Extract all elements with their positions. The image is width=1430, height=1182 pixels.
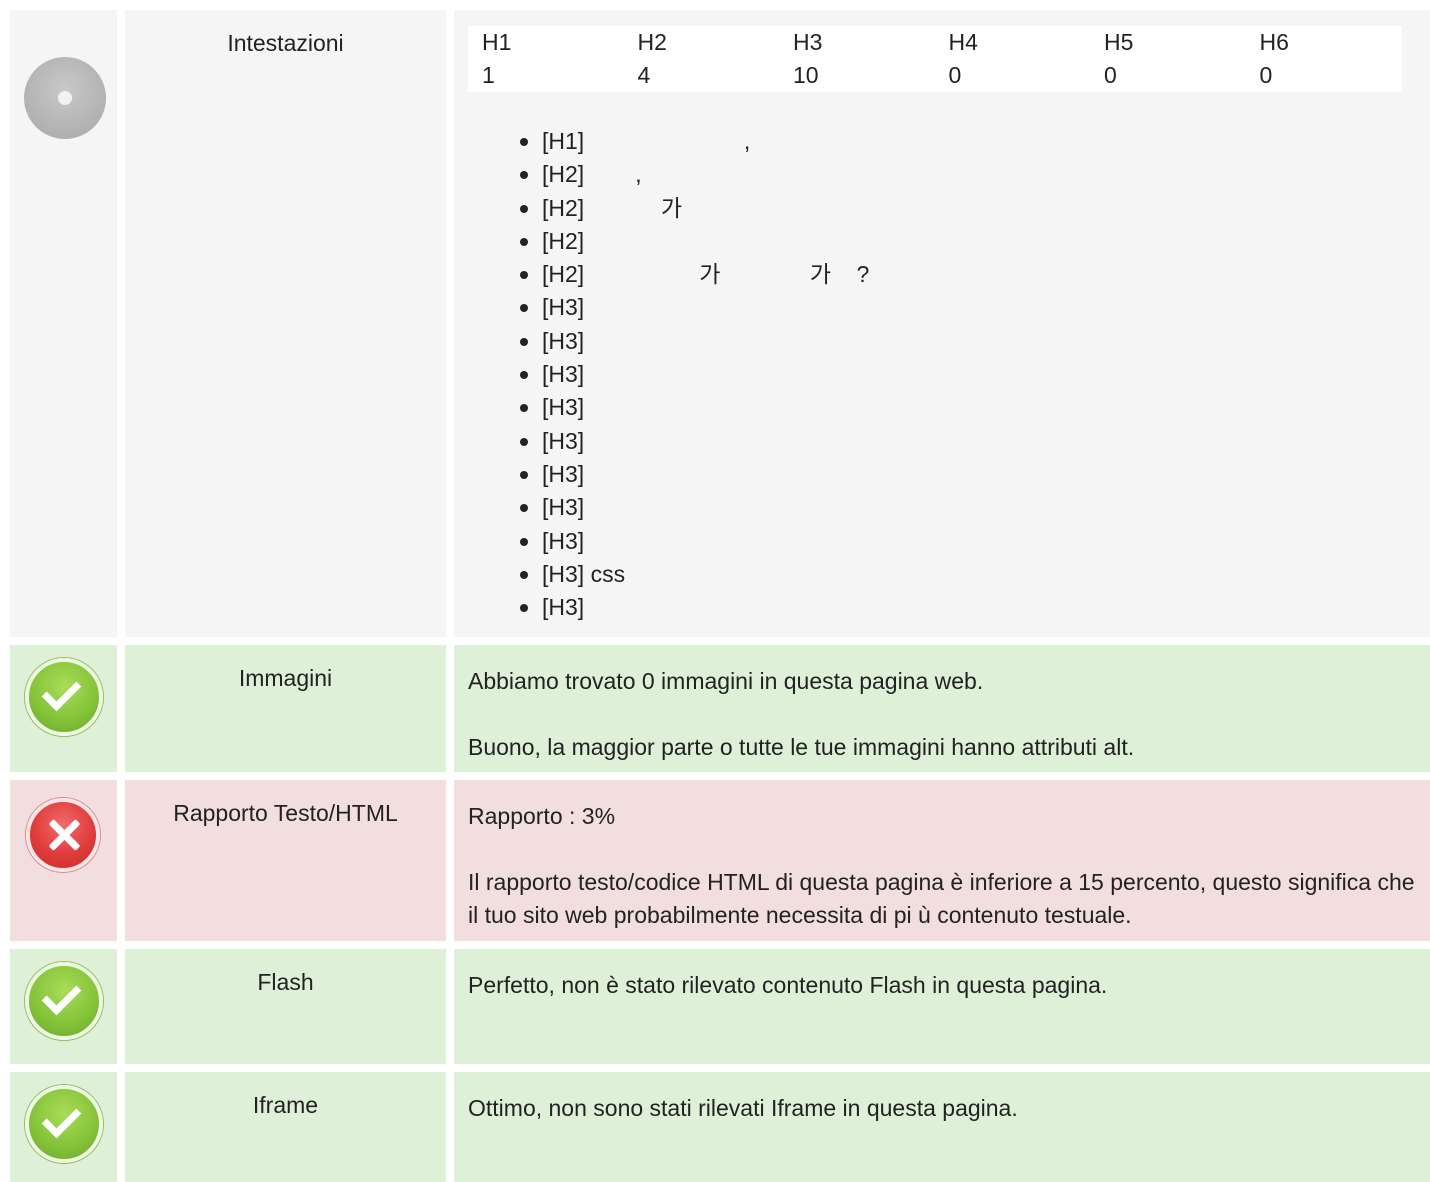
heading-h2-count: 4	[638, 59, 794, 92]
heading-item-text: [H1] ,	[542, 128, 750, 154]
heading-item-text: [H3]	[542, 428, 584, 454]
headings-label: Intestazioni	[125, 10, 446, 57]
list-item: [H2] ,	[542, 158, 1430, 191]
ratio-description-text: Il rapporto testo/codice HTML di questa …	[468, 866, 1416, 932]
list-item: [H2] 가 가 ?	[542, 258, 1430, 291]
check-icon	[25, 1085, 103, 1163]
flash-result-text: Perfetto, non è stato rilevato contenuto…	[468, 969, 1416, 1002]
iframe-status-cell	[10, 1072, 117, 1182]
flash-label-cell: Flash	[125, 949, 446, 1064]
heading-h6-count: 0	[1260, 59, 1416, 92]
heading-h5-count: 0	[1104, 59, 1260, 92]
list-item: [H3]	[542, 358, 1430, 391]
list-item: [H2] 가	[542, 192, 1430, 225]
neutral-dot-icon	[24, 57, 106, 139]
heading-h6-header: H6	[1260, 26, 1416, 59]
list-item: [H3]	[542, 591, 1430, 624]
images-alt-text: Buono, la maggior parte o tutte le tue i…	[468, 731, 1416, 764]
heading-h4-header: H4	[949, 26, 1105, 59]
heading-h3-count: 10	[793, 59, 949, 92]
heading-item-text: [H2] ,	[542, 161, 642, 187]
flash-row: Flash Perfetto, non è stato rilevato con…	[10, 949, 1430, 1064]
list-item: [H2]	[542, 225, 1430, 258]
list-item: [H3]	[542, 491, 1430, 524]
heading-h2-header: H2	[638, 26, 794, 59]
headings-count-table: H1 H2 H3 H4 H5 H6 1 4 10 0 0 0	[468, 26, 1402, 92]
images-label-cell: Immagini	[125, 645, 446, 772]
heading-item-text: [H3]	[542, 361, 584, 387]
ratio-content-cell: Rapporto : 3% Il rapporto testo/codice H…	[454, 780, 1430, 941]
heading-item-text: [H3]	[542, 528, 584, 554]
heading-item-text: [H3] css	[542, 561, 625, 587]
images-status-cell	[10, 645, 117, 772]
heading-h4-count: 0	[949, 59, 1105, 92]
list-item: [H1] ,	[542, 125, 1430, 158]
ratio-value-text: Rapporto : 3%	[468, 800, 1416, 833]
ratio-row: Rapporto Testo/HTML Rapporto : 3% Il rap…	[10, 780, 1430, 941]
list-item: [H3]	[542, 325, 1430, 358]
list-item: [H3]	[542, 425, 1430, 458]
ratio-label-cell: Rapporto Testo/HTML	[125, 780, 446, 941]
heading-item-text: [H3]	[542, 294, 584, 320]
cross-icon	[26, 798, 100, 872]
heading-item-text: [H2] 가 가 ?	[542, 261, 869, 287]
check-icon	[25, 962, 103, 1040]
list-item: [H3]	[542, 458, 1430, 491]
iframe-label-cell: Iframe	[125, 1072, 446, 1182]
ratio-status-cell	[10, 780, 117, 941]
heading-item-text: [H2]	[542, 228, 584, 254]
flash-status-cell	[10, 949, 117, 1064]
heading-item-text: [H3]	[542, 594, 584, 620]
images-row: Immagini Abbiamo trovato 0 immagini in q…	[10, 645, 1430, 772]
headings-label-cell: Intestazioni	[125, 10, 446, 637]
heading-h1-count: 1	[482, 59, 638, 92]
iframe-label: Iframe	[125, 1072, 446, 1119]
heading-h1-header: H1	[482, 26, 638, 59]
list-item: [H3]	[542, 291, 1430, 324]
heading-item-text: [H3]	[542, 394, 584, 420]
heading-item-text: [H2] 가	[542, 195, 682, 221]
headings-status-cell	[10, 10, 117, 637]
list-item: [H3]	[542, 391, 1430, 424]
flash-content-cell: Perfetto, non è stato rilevato contenuto…	[454, 949, 1430, 1064]
images-result-text: Abbiamo trovato 0 immagini in questa pag…	[468, 665, 1416, 698]
heading-h5-header: H5	[1104, 26, 1260, 59]
images-label: Immagini	[125, 645, 446, 692]
iframe-content-cell: Ottimo, non sono stati rilevati Iframe i…	[454, 1072, 1430, 1182]
headings-list: [H1] , [H2] , [H2] 가 [H2] [H2] 가 가 ? [H3…	[454, 125, 1430, 624]
iframe-result-text: Ottimo, non sono stati rilevati Iframe i…	[468, 1092, 1416, 1125]
heading-item-text: [H3]	[542, 494, 584, 520]
heading-item-text: [H3]	[542, 461, 584, 487]
headings-row: Intestazioni H1 H2 H3 H4 H5 H6 1 4 10 0 …	[10, 10, 1430, 637]
heading-item-text: [H3]	[542, 328, 584, 354]
check-icon	[25, 658, 103, 736]
images-content-cell: Abbiamo trovato 0 immagini in questa pag…	[454, 645, 1430, 772]
iframe-row: Iframe Ottimo, non sono stati rilevati I…	[10, 1072, 1430, 1182]
heading-h3-header: H3	[793, 26, 949, 59]
list-item: [H3] css	[542, 558, 1430, 591]
flash-label: Flash	[125, 949, 446, 996]
headings-content-cell: H1 H2 H3 H4 H5 H6 1 4 10 0 0 0 [H1] , [H…	[454, 10, 1430, 637]
ratio-label: Rapporto Testo/HTML	[125, 780, 446, 827]
list-item: [H3]	[542, 525, 1430, 558]
